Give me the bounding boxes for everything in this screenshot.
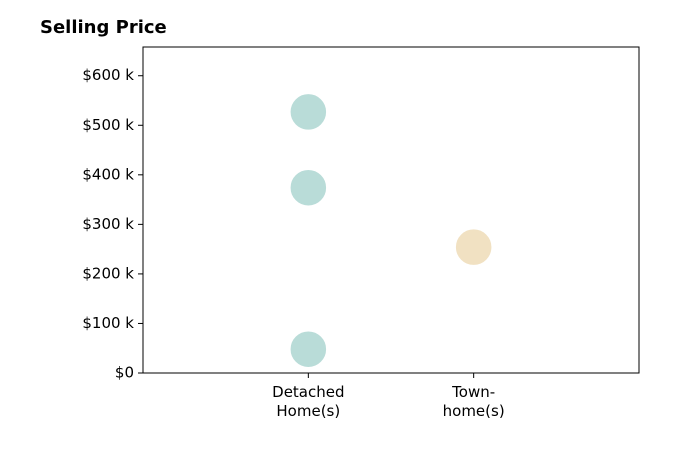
x-tick-label-line: Detached (272, 383, 344, 401)
y-tick-label: $0 (115, 364, 134, 382)
point (290, 169, 327, 206)
point (290, 94, 327, 130)
y-tick-label: $600 k (82, 66, 134, 84)
x-tick-label: Town-home(s) (443, 383, 505, 420)
x-tick-label-line: Town- (451, 383, 495, 401)
y-tick-label: $100 k (82, 314, 134, 332)
y-tick-label: $400 k (82, 165, 134, 183)
plot-frame (142, 46, 640, 374)
x-tick-label-line: Home(s) (276, 402, 340, 420)
point (455, 229, 492, 265)
point (290, 331, 327, 367)
y-tick-label: $300 k (82, 215, 134, 233)
chart-title: Selling Price (40, 17, 167, 38)
y-tick-label: $200 k (82, 264, 134, 282)
x-tick-label: Detached Home(s) (272, 383, 344, 420)
x-tick-label-line: home(s) (443, 402, 505, 420)
y-tick-label: $500 k (82, 116, 134, 134)
